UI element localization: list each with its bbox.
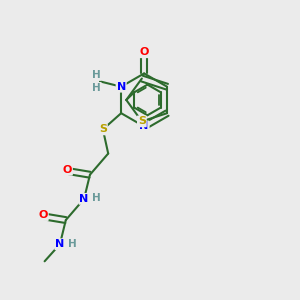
Text: S: S bbox=[138, 116, 146, 126]
Text: N: N bbox=[116, 82, 126, 92]
Text: O: O bbox=[63, 165, 72, 175]
Text: S: S bbox=[99, 124, 107, 134]
Text: H: H bbox=[92, 70, 101, 80]
Text: O: O bbox=[38, 210, 48, 220]
Text: N: N bbox=[140, 122, 149, 131]
Text: O: O bbox=[140, 47, 149, 57]
Text: H: H bbox=[92, 83, 101, 93]
Text: N: N bbox=[55, 239, 64, 249]
Text: H: H bbox=[68, 238, 77, 249]
Text: N: N bbox=[80, 194, 89, 204]
Text: H: H bbox=[92, 193, 101, 203]
